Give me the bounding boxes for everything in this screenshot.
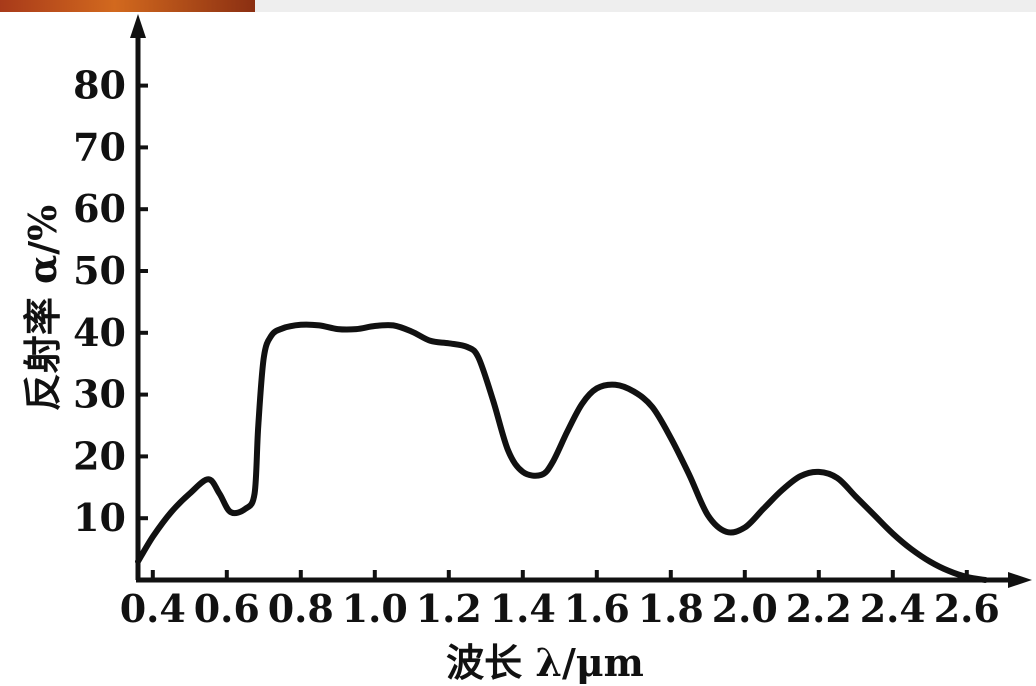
x-axis-arrow-icon: [1008, 572, 1032, 588]
x-tick-label: 2.2: [786, 586, 852, 631]
chart-axes: [130, 14, 1032, 588]
y-tick-label: 50: [73, 248, 126, 293]
x-tick-label: 1.4: [490, 586, 556, 631]
tick-labels-layer: 0.4 0.6 0.8 1.0 1.2 1.4 1.6 1.8 2.0 2.2 2.4 2.6 10 20…: [73, 63, 1000, 631]
y-tick-label: 60: [73, 186, 126, 231]
y-tick-label: 80: [73, 63, 126, 108]
y-tick-label: 40: [73, 310, 126, 355]
y-tick-label: 10: [73, 495, 126, 540]
x-tick-label: 1.2: [416, 586, 482, 631]
x-tick-label: 1.8: [638, 586, 704, 631]
x-tick-label: 1.0: [342, 586, 408, 631]
x-tick-label: 0.8: [268, 586, 334, 631]
x-tick-label: 0.6: [194, 586, 260, 631]
y-tick-label: 70: [73, 124, 126, 169]
corner-photo-fragment: [0, 0, 255, 12]
x-tick-label: 1.6: [564, 586, 630, 631]
tick-marks-layer: [138, 83, 969, 580]
x-tick-label: 0.4: [120, 586, 186, 631]
y-tick-label: 20: [73, 433, 126, 478]
top-strip-background: [0, 0, 1036, 12]
x-axis-title: 波长 λ/μm: [446, 640, 644, 685]
y-axis-title: 反射率 α/%: [20, 205, 65, 411]
y-axis-arrow-icon: [130, 14, 146, 38]
x-tick-label: 2.6: [934, 586, 1000, 631]
y-tick-label: 30: [73, 372, 126, 417]
x-tick-label: 2.4: [860, 586, 926, 631]
reflectance-curve: [135, 321, 989, 583]
x-tick-label: 2.0: [712, 586, 778, 631]
